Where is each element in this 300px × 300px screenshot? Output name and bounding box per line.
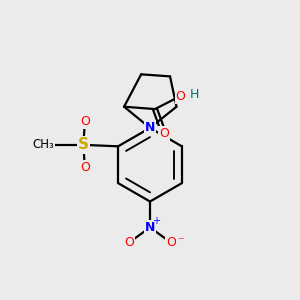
Text: CH₃: CH₃: [32, 138, 54, 151]
Text: O: O: [124, 236, 134, 249]
Text: O: O: [80, 116, 90, 128]
Text: O: O: [159, 127, 169, 140]
Text: ⁻: ⁻: [177, 235, 184, 248]
Text: O: O: [80, 161, 90, 174]
Text: O: O: [176, 90, 186, 103]
Text: H: H: [190, 88, 199, 101]
Text: N: N: [145, 122, 155, 134]
Text: N: N: [145, 221, 155, 234]
Text: S: S: [78, 137, 89, 152]
Text: +: +: [152, 216, 160, 226]
Text: O: O: [166, 236, 176, 249]
